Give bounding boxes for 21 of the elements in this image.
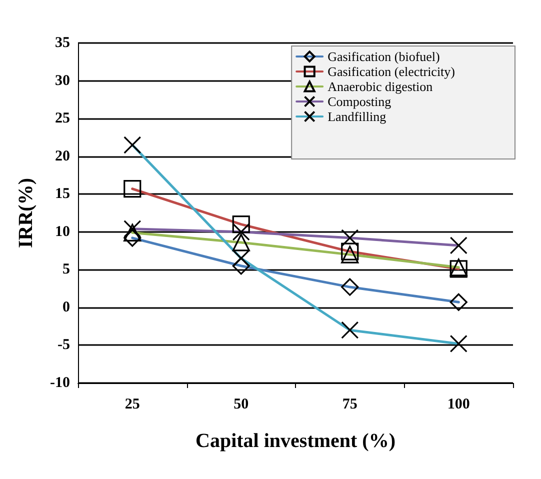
y-tick-label: 20	[55, 148, 70, 164]
legend-label: Composting	[328, 94, 392, 109]
x-tick-label: 25	[124, 396, 140, 412]
x-tick-label: 75	[342, 396, 358, 412]
x-tick-label: 100	[447, 396, 470, 412]
y-tick-label: 25	[55, 110, 70, 127]
legend-label: Gasification (biofuel)	[328, 49, 440, 64]
y-tick-label: 30	[55, 72, 70, 89]
legend-label: Gasification (electricity)	[328, 64, 456, 79]
x-tick-label: 50	[234, 396, 249, 412]
y-tick-label: 15	[55, 186, 70, 202]
legend-label: Anaerobic digestion	[328, 79, 434, 94]
y-tick-label: 0	[62, 299, 70, 316]
y-tick-label: -5	[58, 337, 70, 354]
legend-label: Landfilling	[328, 109, 387, 124]
y-axis-title: IRR(%)	[15, 178, 37, 248]
x-axis-title: Capital investment (%)	[196, 430, 396, 452]
y-tick-label: 35	[55, 35, 70, 51]
y-tick-label: 10	[55, 224, 70, 240]
y-tick-label: -10	[50, 375, 70, 391]
y-tick-label: 5	[62, 262, 70, 278]
